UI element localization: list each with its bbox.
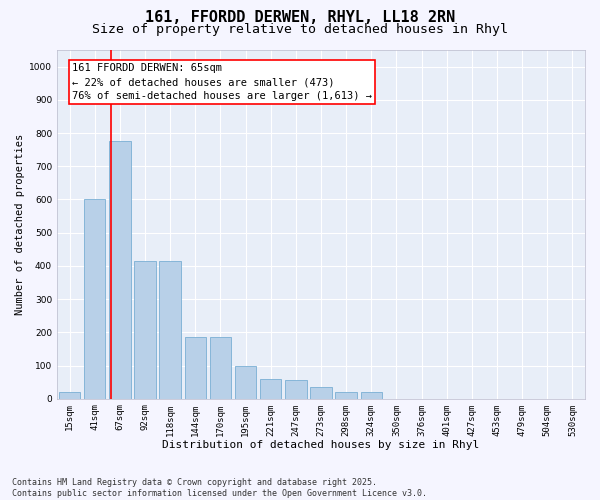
- Bar: [109, 142, 131, 398]
- Bar: [160, 261, 181, 398]
- Bar: [361, 392, 382, 398]
- X-axis label: Distribution of detached houses by size in Rhyl: Distribution of detached houses by size …: [163, 440, 479, 450]
- Bar: [310, 387, 332, 398]
- Bar: [185, 338, 206, 398]
- Bar: [260, 379, 281, 398]
- Bar: [285, 380, 307, 398]
- Bar: [210, 338, 231, 398]
- Y-axis label: Number of detached properties: Number of detached properties: [15, 134, 25, 315]
- Bar: [235, 366, 256, 398]
- Bar: [59, 392, 80, 398]
- Text: 161 FFORDD DERWEN: 65sqm
← 22% of detached houses are smaller (473)
76% of semi-: 161 FFORDD DERWEN: 65sqm ← 22% of detach…: [72, 64, 372, 102]
- Text: 161, FFORDD DERWEN, RHYL, LL18 2RN: 161, FFORDD DERWEN, RHYL, LL18 2RN: [145, 10, 455, 25]
- Bar: [134, 261, 156, 398]
- Text: Contains HM Land Registry data © Crown copyright and database right 2025.
Contai: Contains HM Land Registry data © Crown c…: [12, 478, 427, 498]
- Bar: [335, 392, 357, 398]
- Text: Size of property relative to detached houses in Rhyl: Size of property relative to detached ho…: [92, 22, 508, 36]
- Bar: [84, 200, 106, 398]
